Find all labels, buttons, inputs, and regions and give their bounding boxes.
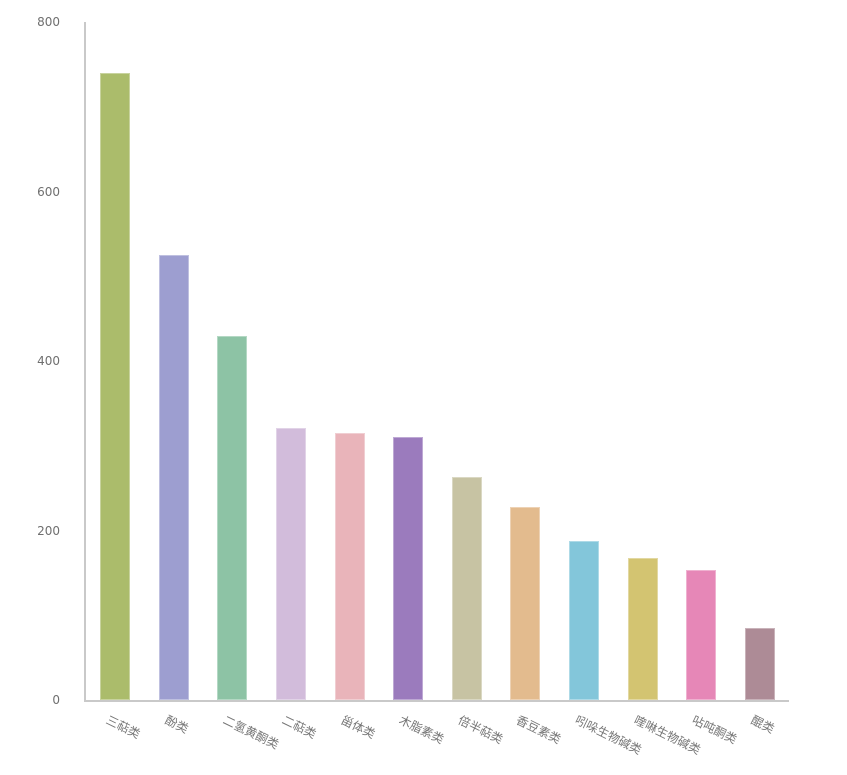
x-tick-label-9: 吲哚生物碱类 [572, 713, 644, 758]
y-tick-label-400: 400 [37, 354, 60, 368]
x-tick-label-3: 二氢黄酮类 [221, 713, 282, 752]
bar-1-三萜类[interactable] [100, 73, 131, 700]
x-tick-label-8: 香豆素类 [514, 713, 564, 747]
bar-5-甾体类[interactable] [334, 433, 365, 700]
y-tick-label-800: 800 [37, 15, 60, 29]
y-tick-label-600: 600 [37, 184, 60, 199]
x-tick-label-2: 酚类 [162, 713, 191, 737]
x-tick-label-12: 醌类 [748, 713, 777, 737]
x-tick-label-5: 甾体类 [338, 713, 377, 742]
bar-9-吲哚生物碱类[interactable] [568, 541, 599, 700]
x-tick-label-6: 木脂素类 [397, 713, 447, 747]
x-tick-label-4: 二萜类 [279, 713, 319, 742]
bar-8-香豆素类[interactable] [510, 507, 541, 700]
bar-3-二氢黄酮类[interactable] [217, 336, 248, 700]
bar-10-喹啉生物碱类[interactable] [627, 558, 658, 700]
bar-2-酚类[interactable] [158, 255, 189, 700]
x-tick-label-7: 倍半萜类 [455, 713, 505, 747]
bar-12-醌类[interactable] [744, 628, 775, 700]
bar-6-木脂素类[interactable] [393, 437, 424, 700]
bar-7-倍半萜类[interactable] [451, 477, 482, 700]
y-tick-label-0: 0 [52, 693, 60, 707]
bar-4-二萜类[interactable] [276, 428, 307, 700]
plot-area [84, 22, 789, 702]
x-tick-label-1: 三萜类 [104, 713, 143, 742]
y-tick-label-200: 200 [37, 523, 60, 538]
bar-11-呫吨酮类[interactable] [686, 570, 717, 700]
